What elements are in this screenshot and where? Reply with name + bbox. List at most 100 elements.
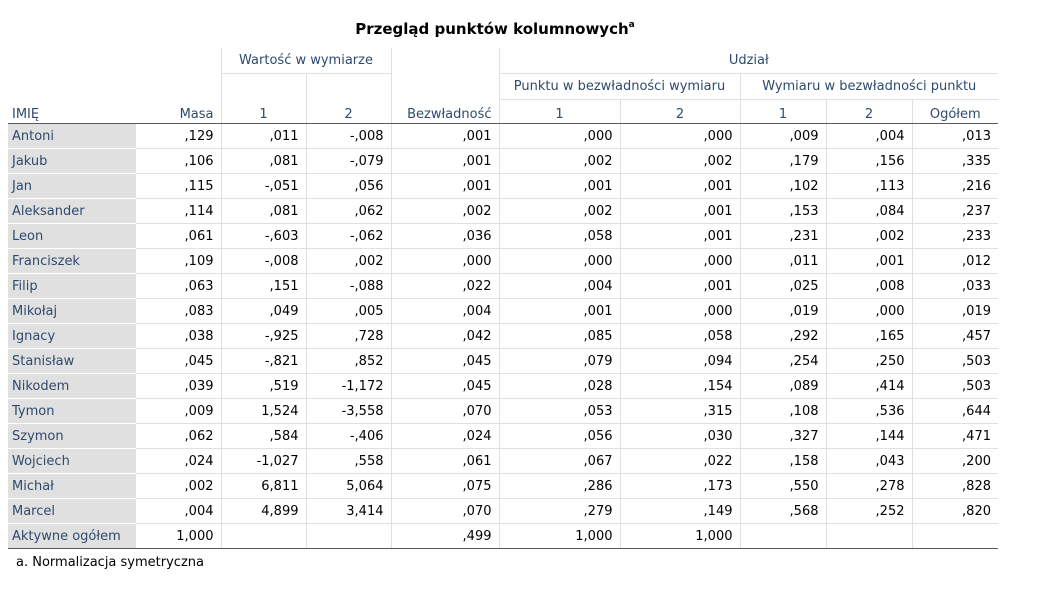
table-cell: ,011 <box>220 123 306 149</box>
table-cell: ,022 <box>390 273 499 299</box>
table-cell: ,852 <box>305 348 391 374</box>
table-cell: -1,172 <box>305 373 391 399</box>
table-cell: ,056 <box>498 423 620 449</box>
row-label: Jakub <box>8 148 135 174</box>
table-row: Aktywne ogółem 1,000,499 1,000 1,000 <box>8 523 998 549</box>
table-row: Wojciech ,024 -1,027,558,061,067,022,158,0… <box>8 448 998 474</box>
table-cell: ,000 <box>619 298 740 324</box>
table-cell: ,009 <box>134 398 221 424</box>
table-cell: -,406 <box>305 423 391 449</box>
header-empty-d2 <box>305 73 391 100</box>
table-cell: ,233 <box>911 223 998 249</box>
row-label: Ignacy <box>8 323 135 349</box>
table-cell: ,279 <box>498 498 620 524</box>
table-cell: ,075 <box>390 473 499 499</box>
table-cell: ,045 <box>390 373 499 399</box>
table-cell: ,584 <box>220 423 306 449</box>
header-empty-inertia-2 <box>390 73 499 100</box>
table-cell: ,108 <box>739 398 826 424</box>
table-cell: ,024 <box>134 448 221 474</box>
header-p1: 1 <box>498 99 620 124</box>
table-row: Mikołaj ,083,049,005,004,001,000,019,000,… <box>8 298 998 324</box>
header-udzial: Udział <box>498 48 998 74</box>
table-cell: ,113 <box>825 173 912 199</box>
table-cell: ,002 <box>498 198 620 224</box>
table-cell: ,063 <box>134 273 221 299</box>
table-cell: ,002 <box>619 148 740 174</box>
table-cell: ,025 <box>739 273 826 299</box>
table-cell: ,231 <box>739 223 826 249</box>
table-row: Tymon ,009 1,524 -3,558,070,053,315,108,536… <box>8 398 998 424</box>
table-cell: ,503 <box>911 373 998 399</box>
table-cell: ,045 <box>134 348 221 374</box>
table-cell: -,821 <box>220 348 306 374</box>
table-cell: ,058 <box>498 223 620 249</box>
table-cell: ,550 <box>739 473 826 499</box>
table-cell: ,067 <box>498 448 620 474</box>
table-cell: -,062 <box>305 223 391 249</box>
table-cell: 3,414 <box>305 498 391 524</box>
table-cell: ,828 <box>911 473 998 499</box>
table-cell: ,019 <box>911 298 998 324</box>
table-cell: 1,000 <box>134 523 221 549</box>
table-cell: ,033 <box>911 273 998 299</box>
table-cell: 1,524 <box>220 398 306 424</box>
table-cell: ,002 <box>498 148 620 174</box>
table-cell: ,094 <box>619 348 740 374</box>
table-cell: ,335 <box>911 148 998 174</box>
row-label: Marcel <box>8 498 135 524</box>
header-empty-name-2 <box>8 74 135 100</box>
table-cell: ,038 <box>134 323 221 349</box>
title-text: Przegląd punktów kolumnowych <box>355 20 629 38</box>
table-cell: ,109 <box>134 248 221 274</box>
table-cell: 6,811 <box>220 473 306 499</box>
table-cell: ,278 <box>825 473 912 499</box>
table-cell: ,013 <box>911 123 998 149</box>
row-label: Aleksander <box>8 198 135 224</box>
table-cell: ,061 <box>390 448 499 474</box>
table-row: Michał ,002 6,811 5,064,075,286,173,550,278… <box>8 473 998 499</box>
table-cell: ,001 <box>619 273 740 299</box>
table-cell: ,644 <box>911 398 998 424</box>
table-cell <box>305 523 391 549</box>
table-cell: ,106 <box>134 148 221 174</box>
table-cell: ,102 <box>739 173 826 199</box>
table-cell: -,079 <box>305 148 391 174</box>
table-cell: ,000 <box>619 248 740 274</box>
table-cell: -,008 <box>305 123 391 149</box>
header-w2: 2 <box>825 99 912 124</box>
table-cell: 4,899 <box>220 498 306 524</box>
header-empty-d1 <box>220 73 306 100</box>
table-cell: ,149 <box>619 498 740 524</box>
table-cell: ,158 <box>739 448 826 474</box>
table-cell: ,252 <box>825 498 912 524</box>
table-cell: ,000 <box>825 298 912 324</box>
table-cell: ,062 <box>305 198 391 224</box>
row-label: Wojciech <box>8 448 135 474</box>
row-label: Jan <box>8 173 135 199</box>
table-cell: -,603 <box>220 223 306 249</box>
table-cell: ,089 <box>739 373 826 399</box>
table-cell: ,115 <box>134 173 221 199</box>
table-cell: ,000 <box>498 123 620 149</box>
table-cell: ,043 <box>825 448 912 474</box>
row-label: Antoni <box>8 123 135 149</box>
table-cell: ,457 <box>911 323 998 349</box>
table-cell: ,200 <box>911 448 998 474</box>
table-cell <box>825 523 912 549</box>
table-cell: ,519 <box>220 373 306 399</box>
header-w1: 1 <box>739 99 826 124</box>
table-cell: ,004 <box>134 498 221 524</box>
table-cell: ,004 <box>825 123 912 149</box>
table-cell: 1,000 <box>498 523 620 549</box>
table-cell: ,114 <box>134 198 221 224</box>
table-cell: ,129 <box>134 123 221 149</box>
row-label: Michał <box>8 473 135 499</box>
table-cell: ,045 <box>390 348 499 374</box>
table-row: Franciszek ,109 -,008,002,000,000,000,011,… <box>8 248 998 274</box>
table-cell: ,036 <box>390 223 499 249</box>
table-cell: ,079 <box>498 348 620 374</box>
table-cell: ,471 <box>911 423 998 449</box>
table-cell: ,024 <box>390 423 499 449</box>
table-body: Antoni ,129,011 -,008,001,000,000,009,004,… <box>8 123 998 549</box>
